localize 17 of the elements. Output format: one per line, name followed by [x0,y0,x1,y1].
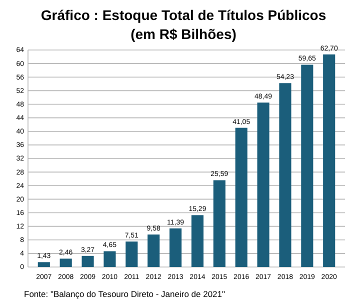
bar [213,180,226,267]
bar [323,54,336,267]
bar [148,234,160,267]
source-note: Fonte: "Balanço do Tesouro Direto - Janeiro de 2021" [24,289,226,299]
bar [126,242,138,267]
bar [170,228,182,267]
bar [235,128,248,267]
bar [104,251,116,267]
bar [82,256,94,267]
bar [279,83,292,267]
chart-title: Gráfico : Estoque Total de Títulos Públicos [40,7,326,23]
bar [257,102,270,267]
bar [60,258,72,267]
bar [191,215,204,267]
bar [301,64,314,267]
bar [38,262,50,267]
chart-subtitle: (em R$ Bilhões) [130,26,236,42]
